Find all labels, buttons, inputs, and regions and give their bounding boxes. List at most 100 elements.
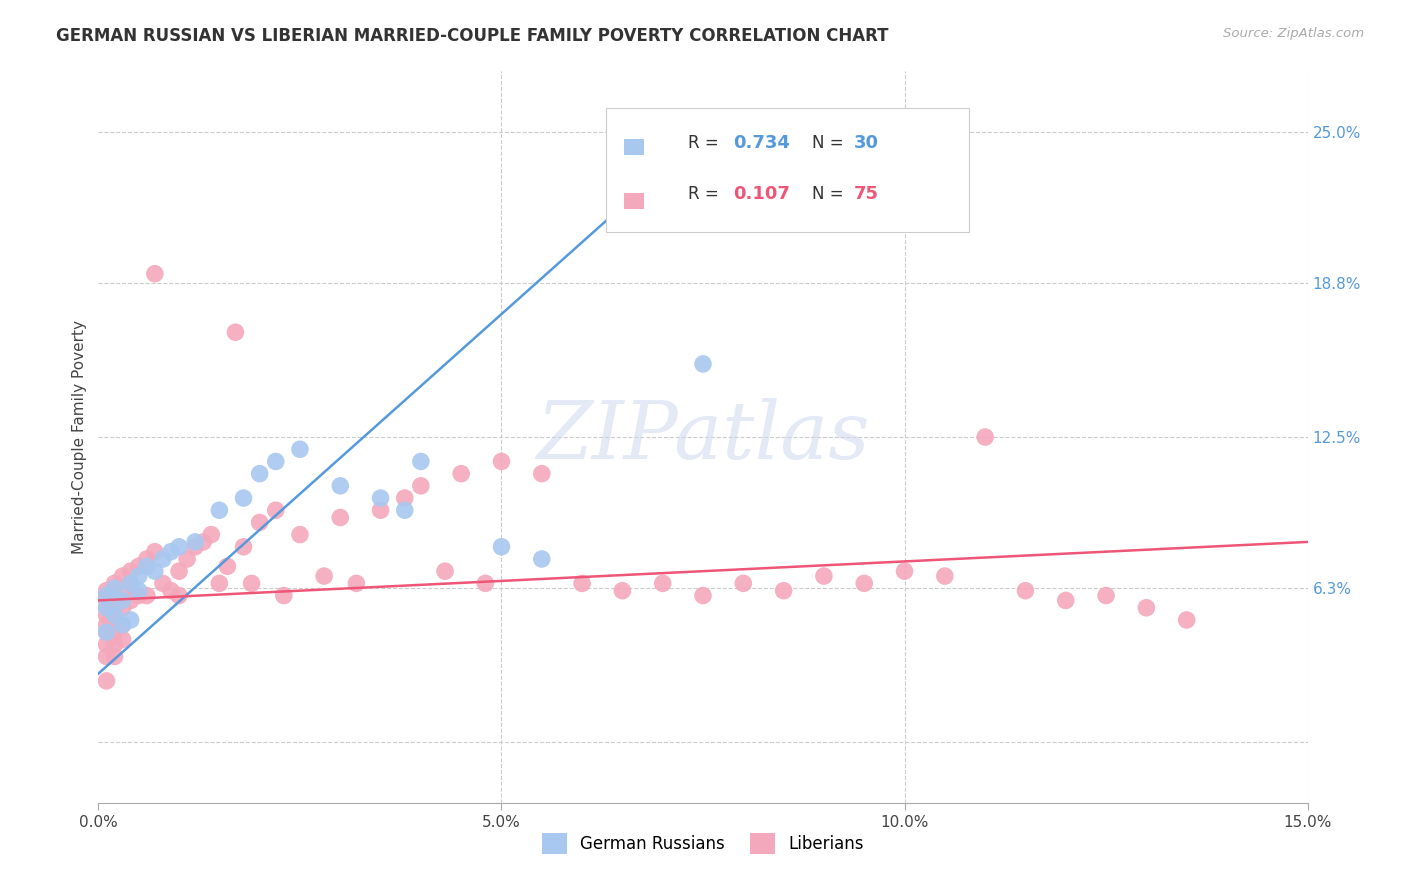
Text: R =: R = xyxy=(689,186,724,203)
Point xyxy=(103,608,125,623)
FancyBboxPatch shape xyxy=(624,193,644,209)
Point xyxy=(232,540,254,554)
Point xyxy=(193,535,215,549)
Point xyxy=(692,125,714,139)
Point xyxy=(111,617,134,632)
Point xyxy=(96,608,118,623)
Point xyxy=(96,589,118,603)
Point xyxy=(772,583,794,598)
Text: Source: ZipAtlas.com: Source: ZipAtlas.com xyxy=(1223,27,1364,40)
Point xyxy=(974,430,997,444)
Point xyxy=(474,576,496,591)
Point xyxy=(103,625,125,640)
Point xyxy=(128,583,150,598)
Text: N =: N = xyxy=(811,186,849,203)
Point xyxy=(530,467,553,481)
Point xyxy=(167,564,190,578)
Point xyxy=(692,357,714,371)
Point xyxy=(120,593,142,607)
Point xyxy=(208,576,231,591)
Point xyxy=(96,637,118,651)
Point xyxy=(167,589,190,603)
Point xyxy=(167,540,190,554)
Point xyxy=(96,649,118,664)
Point xyxy=(135,589,157,603)
Point xyxy=(96,600,118,615)
Point xyxy=(217,559,239,574)
Point xyxy=(1054,593,1077,607)
Point xyxy=(240,576,263,591)
Point xyxy=(344,576,367,591)
Point xyxy=(143,267,166,281)
Point xyxy=(208,503,231,517)
Point xyxy=(176,552,198,566)
FancyBboxPatch shape xyxy=(624,139,644,155)
Point xyxy=(733,576,755,591)
Point xyxy=(813,569,835,583)
Point xyxy=(96,625,118,640)
Point xyxy=(111,583,134,598)
Point xyxy=(96,673,118,688)
Text: ZIPatlas: ZIPatlas xyxy=(536,399,870,475)
Point xyxy=(96,600,118,615)
Point xyxy=(111,632,134,647)
Point xyxy=(103,589,125,603)
Point xyxy=(103,637,125,651)
Point xyxy=(135,559,157,574)
Point xyxy=(1175,613,1198,627)
Point xyxy=(314,569,336,583)
Text: 0.734: 0.734 xyxy=(734,134,790,152)
Point xyxy=(264,503,287,517)
Point xyxy=(111,569,134,583)
Point xyxy=(96,583,118,598)
Point xyxy=(120,576,142,591)
Point xyxy=(692,589,714,603)
Point xyxy=(111,617,134,632)
Point xyxy=(249,467,271,481)
Point xyxy=(409,479,432,493)
Point xyxy=(135,552,157,566)
Point xyxy=(152,552,174,566)
Point xyxy=(1135,600,1157,615)
Text: N =: N = xyxy=(811,134,849,152)
Point xyxy=(1014,583,1036,598)
Point xyxy=(128,589,150,603)
Y-axis label: Married-Couple Family Poverty: Married-Couple Family Poverty xyxy=(72,320,87,554)
Point xyxy=(288,442,311,457)
Point xyxy=(96,593,118,607)
Text: GERMAN RUSSIAN VS LIBERIAN MARRIED-COUPLE FAMILY POVERTY CORRELATION CHART: GERMAN RUSSIAN VS LIBERIAN MARRIED-COUPL… xyxy=(56,27,889,45)
Point xyxy=(160,583,183,598)
Point xyxy=(893,564,915,578)
Point xyxy=(120,613,142,627)
Point xyxy=(96,617,118,632)
Point xyxy=(103,576,125,591)
Point xyxy=(224,325,246,339)
Point xyxy=(450,467,472,481)
Point xyxy=(120,576,142,591)
Point xyxy=(103,600,125,615)
Point xyxy=(96,625,118,640)
Point xyxy=(394,491,416,505)
Point xyxy=(103,613,125,627)
Point xyxy=(288,527,311,541)
Point xyxy=(329,479,352,493)
Point xyxy=(111,593,134,607)
Point xyxy=(491,454,513,468)
Point xyxy=(273,589,295,603)
Point xyxy=(1095,589,1118,603)
Point xyxy=(128,559,150,574)
Point xyxy=(128,569,150,583)
FancyBboxPatch shape xyxy=(606,108,969,232)
Point xyxy=(370,491,392,505)
Point xyxy=(394,503,416,517)
Point xyxy=(232,491,254,505)
Point xyxy=(160,544,183,558)
Point xyxy=(111,600,134,615)
Point xyxy=(329,510,352,524)
Point xyxy=(491,540,513,554)
Point xyxy=(143,564,166,578)
Point xyxy=(370,503,392,517)
Point xyxy=(934,569,956,583)
Point xyxy=(530,552,553,566)
Point xyxy=(434,564,457,578)
